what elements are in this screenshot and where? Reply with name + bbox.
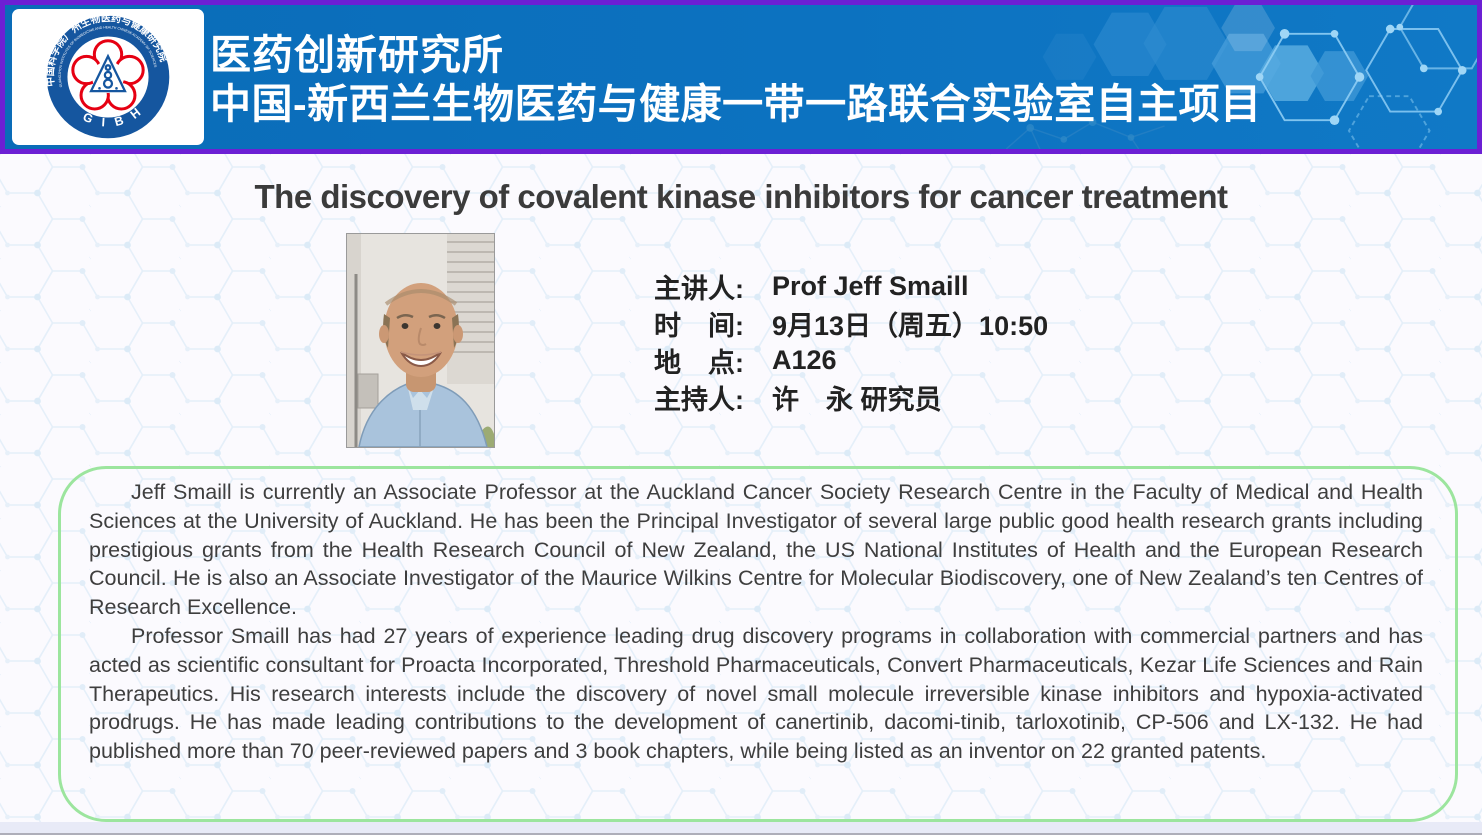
- seminar-details: 主讲人: Prof Jeff Smaill 时 间: 9月13日（周五）10:5…: [654, 268, 1048, 416]
- bottom-edge-line: [0, 833, 1482, 835]
- lab-program-name: 中国-新西兰生物医药与健康一带一路联合实验室自主项目: [210, 81, 1262, 127]
- detail-row-location: 地 点: A126: [654, 342, 1048, 379]
- photo-person: [358, 283, 488, 447]
- detail-label: 主持人:: [654, 385, 744, 415]
- institute-logo: 中国科学院广州生物医药与健康研究院 GUANGZHOU INSTITUTES O…: [12, 9, 204, 145]
- flask-dots: [98, 86, 118, 90]
- molecule-nodes: [1255, 23, 1467, 125]
- bio-paragraph-1: Jeff Smaill is currently an Associate Pr…: [89, 480, 1423, 620]
- detail-value: Prof Jeff Smaill: [772, 271, 969, 301]
- detail-value: 9月13日（周五）10:50: [772, 311, 1049, 341]
- detail-row-host: 主持人: 许 永 研究员: [654, 379, 1048, 416]
- bottom-strip: [0, 822, 1482, 833]
- header-titles: 医药创新研究所 中国-新西兰生物医药与健康一带一路联合实验室自主项目: [210, 31, 1262, 129]
- detail-label: 时 间:: [654, 311, 744, 341]
- detail-label: 主讲人:: [654, 274, 744, 304]
- header-banner: 中国科学院广州生物医药与健康研究院 GUANGZHOU INSTITUTES O…: [0, 0, 1482, 154]
- detail-row-time: 时 间: 9月13日（周五）10:50: [654, 305, 1048, 342]
- outlined-hexagons: [1258, 5, 1477, 149]
- detail-value: A126: [772, 345, 837, 375]
- speaker-photo: [346, 233, 495, 448]
- page-title: The discovery of covalent kinase inhibit…: [254, 178, 1228, 215]
- gibh-emblem-icon: 中国科学院广州生物医药与健康研究院 GUANGZHOU INSTITUTES O…: [43, 11, 172, 141]
- detail-value: 许 永 研究员: [772, 385, 942, 415]
- institute-name: 医药创新研究所: [210, 32, 504, 78]
- detail-label: 地 点:: [654, 348, 744, 378]
- photo-background-blinds: [347, 234, 494, 447]
- bio-box: Jeff Smaill is currently an Associate Pr…: [58, 466, 1458, 822]
- flask-triangle-icon: [89, 53, 127, 93]
- detail-row-speaker: 主讲人: Prof Jeff Smaill: [654, 268, 1048, 305]
- bio-paragraph-2: Professor Smaill has had 27 years of exp…: [89, 623, 1423, 764]
